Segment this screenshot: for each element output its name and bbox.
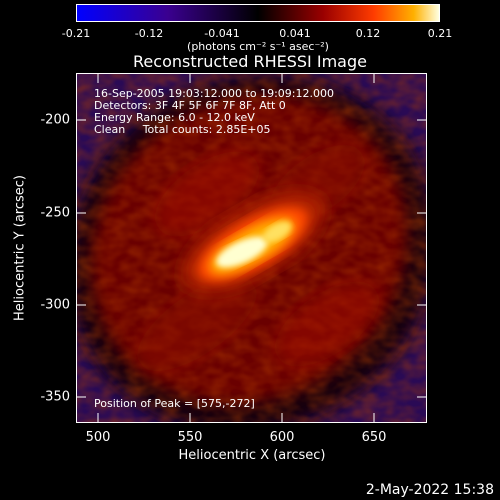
colorbar-tick: 0.12	[355, 27, 381, 40]
colorbar-tick: 0.21	[427, 27, 453, 40]
colorbar-units: (photons cm⁻² s⁻¹ asec⁻²)	[187, 40, 329, 53]
y-tick-label: -250	[40, 205, 70, 221]
plot-title: Reconstructed RHESSI Image	[133, 52, 367, 71]
peak-position-text: Position of Peak = [575,-272]	[94, 397, 255, 410]
clean-counts-text: Clean Total counts: 2.85E+05	[94, 123, 271, 136]
x-tick-label: 600	[269, 430, 295, 445]
x-tick-label: 550	[177, 430, 203, 445]
heatmap-image	[77, 74, 426, 422]
colorbar-tick: 0.041	[279, 27, 311, 40]
x-tick-label: 500	[85, 430, 111, 445]
x-axis-label: Heliocentric X (arcsec)	[178, 448, 326, 463]
colorbar-tick: -0.21	[61, 27, 91, 40]
y-axis-label: Heliocentric Y (arcsec)	[12, 175, 28, 321]
heatmap-plot	[76, 73, 427, 423]
colorbar-tick: -0.041	[204, 27, 240, 40]
y-tick-label: -200	[40, 112, 70, 128]
colorbar-tick: -0.12	[134, 27, 164, 40]
y-tick-label: -350	[40, 389, 70, 405]
time-range-text: 16-Sep-2005 19:03:12.000 to 19:09:12.000	[94, 87, 334, 100]
energy-range-text: Energy Range: 6.0 - 12.0 keV	[94, 111, 255, 124]
y-tick-label: -300	[40, 297, 70, 313]
colorbar	[76, 4, 440, 22]
plot-date: 2-May-2022 15:38	[365, 482, 494, 498]
detectors-text: Detectors: 3F 4F 5F 6F 7F 8F, Att 0	[94, 99, 286, 112]
x-tick-label: 650	[361, 430, 387, 445]
